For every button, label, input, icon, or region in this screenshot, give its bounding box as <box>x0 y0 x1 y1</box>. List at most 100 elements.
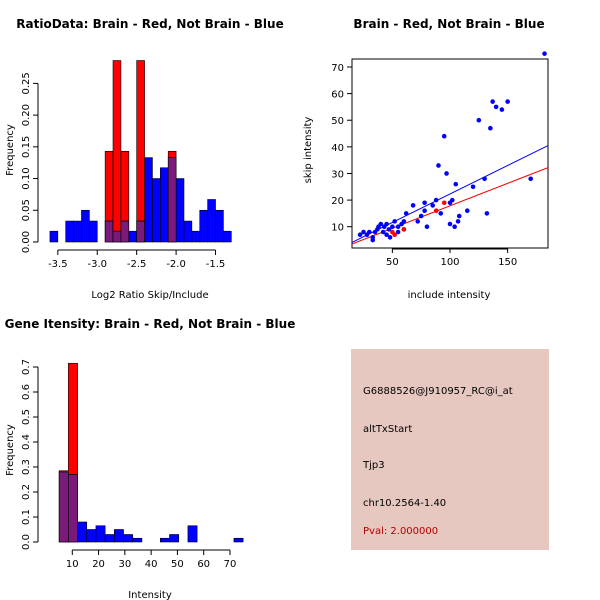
scatter-point-blue <box>542 51 547 56</box>
intensity-blue-bar <box>104 534 115 543</box>
scatter-point-blue <box>361 229 366 235</box>
ratio-red-bar <box>112 60 122 232</box>
intensity-blue-bar <box>187 525 198 543</box>
intensity-histogram-xlabel: Intensity <box>128 590 172 600</box>
scatter-point-blue <box>505 99 510 104</box>
scatter-point-blue <box>490 99 495 104</box>
ratio-blue-bar <box>175 178 185 243</box>
ratio-y-tick-label: 0.10 <box>21 167 32 189</box>
scatter-point-blue <box>401 219 407 224</box>
intensity-histogram-ylabel: Frequency <box>5 424 16 476</box>
scatter-point-blue <box>455 219 461 224</box>
scatter-point-blue <box>366 229 372 235</box>
ratio-histogram-panel: RatioData: Brain - Red, Not Brain - Blue… <box>5 17 284 301</box>
intensity-x-tick-label: 30 <box>118 559 131 570</box>
ratio-red-bar <box>120 150 130 222</box>
p-value: Pval: 2.000000 <box>363 526 439 537</box>
scatter-point-red <box>441 200 447 206</box>
scatter-point-blue <box>430 203 436 208</box>
intensity-x-tick-label: 10 <box>66 559 79 570</box>
intensity-y-tick-label: 0.4 <box>21 434 32 450</box>
scatter-fit-line-blue <box>351 145 549 243</box>
intensity-y-tick-label: 0.3 <box>21 459 32 475</box>
scatter-point-blue <box>395 229 401 235</box>
scatter-point-blue <box>424 224 430 230</box>
ratio-blue-bar <box>65 220 74 243</box>
scatter-point-blue <box>390 224 395 230</box>
ratio-blue-bar <box>215 209 224 243</box>
intensity-histogram-panel: Gene Itensity: Brain - Red, Not Brain - … <box>5 317 296 600</box>
ratio-overlap-bar <box>112 230 122 243</box>
ratio-x-tick-label: -2.0 <box>166 259 186 270</box>
scatter-point-blue <box>403 211 409 216</box>
intensity-red-bar <box>68 362 78 475</box>
scatter-plot-frame <box>351 58 549 249</box>
scatter-point-blue <box>387 235 393 240</box>
scatter-point-red <box>433 208 439 214</box>
ratio-overlap-bar <box>120 220 130 243</box>
ratio-blue-bar <box>183 220 193 243</box>
scatter-point-blue <box>418 213 424 219</box>
intensity-blue-bar <box>86 529 97 543</box>
scatter-point-blue <box>453 181 459 187</box>
ratio-blue-bar <box>191 230 201 243</box>
ratio-histogram-xlabel: Log2 Ratio Skip/Include <box>91 290 208 301</box>
genomic-location: chr10.2564-1.40 <box>363 498 447 509</box>
ratio-blue-bar <box>81 209 90 243</box>
intensity-blue-bar <box>77 521 88 543</box>
probe-info-panel: G6888526@J910957_RC@i_at altTxStart Tjp3… <box>351 349 549 550</box>
scatter-point-red <box>401 227 407 232</box>
scatter-y-tick-label: 50 <box>331 116 344 127</box>
ratio-red-bar <box>167 150 177 158</box>
scatter-point-blue <box>395 224 401 230</box>
scatter-point-blue <box>436 163 441 168</box>
ratio-histogram-title: RatioData: Brain - Red, Not Brain - Blue <box>16 17 283 31</box>
scatter-point-blue <box>499 107 505 112</box>
scatter-point-blue <box>450 197 455 203</box>
scatter-point-blue <box>422 208 427 214</box>
scatter-point-blue <box>452 224 457 230</box>
ratio-y-tick-label: 0.15 <box>21 136 32 158</box>
ratio-y-tick-label: 0.05 <box>21 199 32 221</box>
ratio-x-tick-label: -1.5 <box>206 259 226 270</box>
ratio-x-tick-label: -3.0 <box>87 259 107 270</box>
ratio-blue-bar <box>49 230 59 243</box>
intensity-histogram-title: Gene Itensity: Brain - Red, Not Brain - … <box>5 317 296 331</box>
intensity-blue-bar <box>95 525 106 543</box>
scatter-point-blue <box>470 184 476 190</box>
scatter-y-tick-label: 30 <box>331 169 344 180</box>
scatter-point-blue <box>488 125 493 131</box>
scatter-point-blue <box>392 219 397 224</box>
scatter-xlabel: include intensity <box>408 290 491 301</box>
scatter-x-tick-label: 150 <box>498 257 517 268</box>
scatter-point-blue <box>415 219 421 224</box>
intensity-y-tick-label: 0.0 <box>21 534 32 550</box>
scatter-point-blue <box>447 221 453 227</box>
gene-name: Tjp3 <box>363 460 385 471</box>
ratio-overlap-bar <box>167 157 177 243</box>
scatter-point-blue <box>528 176 534 182</box>
scatter-ylabel: skip intensity <box>303 117 314 184</box>
scatter-point-blue <box>464 208 470 214</box>
scatter-y-tick-label: 60 <box>331 90 344 101</box>
scatter-point-blue <box>476 117 482 123</box>
ratio-blue-bar <box>199 209 208 243</box>
ratio-histogram-ylabel: Frequency <box>5 124 16 176</box>
ratio-x-tick-label: -3.5 <box>48 259 68 270</box>
ratio-blue-bar <box>207 199 216 243</box>
intensity-blue-bar <box>114 529 124 543</box>
intensity-y-tick-label: 0.7 <box>21 359 32 375</box>
scatter-point-blue <box>493 104 499 110</box>
scatter-x-tick-label: 100 <box>440 257 459 268</box>
scatter-point-blue <box>433 197 439 203</box>
scatter-point-blue <box>357 232 363 237</box>
intensity-y-tick-label: 0.6 <box>21 384 32 400</box>
ratio-y-tick-label: 0.25 <box>21 72 32 94</box>
intensity-blue-bar <box>233 537 244 543</box>
scatter-y-tick-label: 20 <box>331 196 344 207</box>
scatter-y-tick-label: 40 <box>331 143 344 154</box>
scatter-point-blue <box>456 213 462 219</box>
scatter-point-blue <box>422 200 427 206</box>
ratio-overlap-bar <box>104 220 114 243</box>
ratio-blue-bar <box>73 220 82 243</box>
